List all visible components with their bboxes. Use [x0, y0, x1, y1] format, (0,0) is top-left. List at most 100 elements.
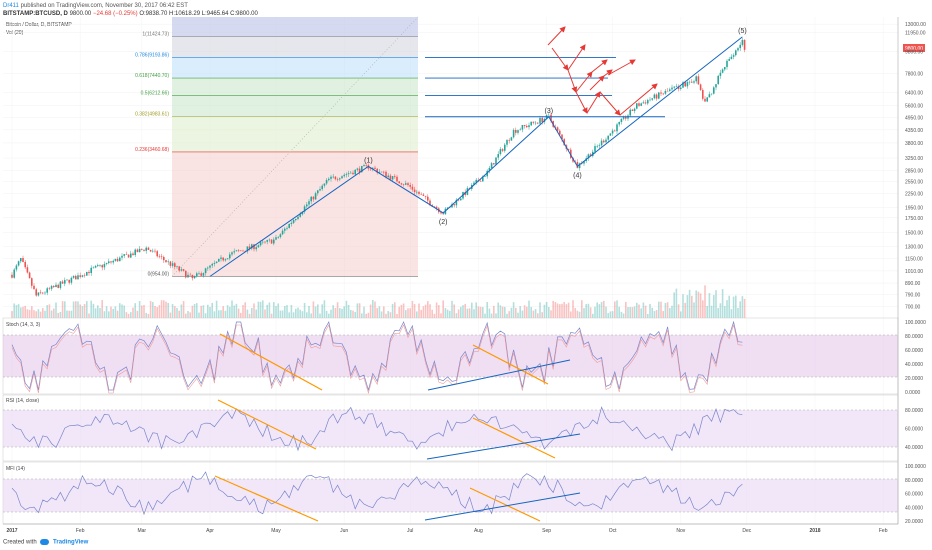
volume-bar — [464, 303, 466, 318]
volume-bar — [563, 302, 565, 318]
candle-body — [717, 75, 719, 85]
open-value: 9838.70 — [145, 11, 168, 17]
candle-body — [598, 145, 601, 146]
candle-body — [620, 118, 623, 123]
candle-body — [589, 154, 592, 157]
volume-bar — [721, 289, 724, 318]
volume-bar — [350, 309, 352, 318]
fib-level-label: 1(11424.73) — [142, 32, 169, 38]
candle-body — [449, 207, 451, 209]
volume-bar — [653, 311, 656, 318]
volume-bar — [147, 313, 150, 318]
volume-bar — [240, 312, 242, 318]
candle-body — [279, 234, 282, 238]
volume-bar — [345, 300, 348, 318]
volume-bar — [427, 301, 429, 318]
candle-body — [330, 176, 332, 179]
volume-bar — [358, 303, 361, 318]
volume-bar — [699, 293, 702, 318]
volume-bar — [53, 308, 55, 318]
volume-bar — [528, 300, 530, 318]
volume-bar — [231, 300, 233, 318]
candle-body — [314, 193, 317, 200]
price-tick-label: 1010.00 — [905, 269, 923, 275]
candle-body — [675, 86, 678, 87]
volume-bar — [576, 310, 579, 318]
candle-body — [658, 92, 660, 99]
price-tick-label: 2250.00 — [905, 192, 923, 198]
candle-body — [321, 185, 323, 190]
candle-body — [83, 275, 86, 276]
candle-body — [244, 250, 246, 252]
stoch-pane — [2, 317, 899, 395]
candle-body — [53, 286, 55, 288]
volume-bar — [592, 313, 594, 318]
time-tick-label: May — [271, 528, 281, 534]
candle-body — [429, 200, 431, 206]
candle-body — [306, 204, 308, 207]
volume-bar — [649, 303, 651, 318]
candle-body — [499, 149, 502, 155]
volume-bar — [521, 310, 524, 318]
candle-body — [17, 261, 20, 266]
footer-brand[interactable]: TradingView — [53, 539, 89, 546]
volume-bar — [213, 311, 216, 318]
volume-bar — [565, 304, 568, 318]
fib-level-label: 0.236(3460.68) — [135, 147, 169, 153]
volume-bar — [317, 304, 319, 318]
candle-body — [741, 39, 744, 45]
change-value: −24.68 (−0.25%) — [92, 11, 138, 17]
volume-bar — [517, 312, 519, 318]
volume-bar — [103, 311, 106, 318]
fib-zone — [172, 57, 418, 79]
candle-body — [666, 90, 669, 92]
volume-bar — [530, 306, 532, 318]
projection-arrow — [575, 91, 588, 114]
volume-bar — [735, 295, 737, 318]
candle-body — [13, 269, 15, 278]
volume-bar — [717, 308, 719, 318]
volume-bar — [251, 308, 253, 318]
volume-bar — [101, 300, 103, 318]
price-tick-label: 9800.00 — [905, 49, 923, 55]
candle-body — [385, 171, 387, 177]
volume-bar — [581, 300, 583, 318]
candle-body — [726, 60, 728, 68]
volume-bar — [409, 308, 411, 318]
price-tick-label: 790.00 — [905, 293, 921, 299]
fib-zone — [172, 95, 418, 117]
candle-body — [422, 194, 425, 196]
candle-body — [15, 265, 18, 270]
volume-bar — [332, 305, 334, 318]
volume-bar — [48, 304, 51, 318]
volume-bar — [642, 302, 645, 318]
candle-body — [248, 246, 251, 249]
candle-body — [607, 135, 609, 140]
candle-body — [501, 149, 504, 151]
time-tick-label: Aug — [474, 528, 483, 534]
volume-bar — [20, 307, 22, 318]
candle-body — [618, 122, 620, 125]
price-tick-label: 2850.00 — [905, 169, 923, 175]
author-link[interactable]: Dr411 — [3, 3, 19, 9]
candle-body — [721, 69, 724, 73]
volume-bar — [255, 309, 257, 318]
volume-bar — [152, 302, 154, 318]
volume-bar — [323, 300, 326, 318]
volume-bar — [290, 304, 293, 318]
volume-bar — [72, 301, 75, 318]
mfi-axis-label: 100.0000 — [905, 464, 926, 470]
volume-bar — [578, 311, 581, 318]
projection-arrow — [603, 69, 613, 77]
volume-bar — [438, 305, 440, 318]
volume-bar — [708, 293, 711, 318]
candle-body — [50, 286, 53, 289]
candle-body — [550, 114, 552, 121]
fib-zone — [172, 78, 418, 96]
candle-body — [209, 265, 211, 268]
volume-bar — [605, 306, 607, 318]
candle-body — [24, 262, 26, 268]
volume-bar — [625, 301, 627, 318]
time-tick-label: Jul — [407, 528, 413, 534]
